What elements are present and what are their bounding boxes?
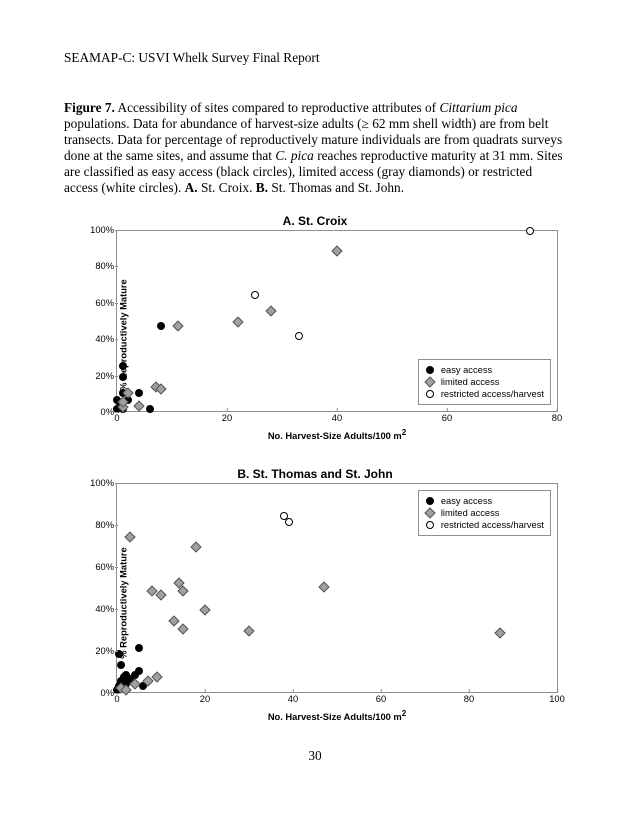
easy-marker — [135, 389, 143, 397]
legend-label: restricted access/harvest — [441, 389, 544, 399]
limited-marker — [318, 581, 329, 592]
legend-row-limited: limited access — [425, 507, 544, 519]
legend-row-easy: easy access — [425, 364, 544, 376]
legend-row-restricted: restricted access/harvest — [425, 519, 544, 531]
restricted-marker — [285, 518, 293, 526]
y-tick: 60% — [86, 298, 114, 308]
y-tick: 100% — [86, 225, 114, 235]
x-tick: 100 — [549, 694, 565, 704]
limited-marker — [243, 625, 254, 636]
limited-legend-icon — [425, 377, 435, 387]
legend-row-restricted: restricted access/harvest — [425, 388, 544, 400]
legend-label: easy access — [441, 496, 492, 506]
legend-label: limited access — [441, 508, 500, 518]
y-tick: 100% — [86, 478, 114, 488]
easy-marker — [157, 322, 165, 330]
limited-marker — [331, 245, 342, 256]
easy-legend-icon — [425, 496, 435, 506]
restricted-marker — [295, 332, 303, 340]
limited-marker — [177, 623, 188, 634]
easy-legend-icon — [425, 365, 435, 375]
y-tick: 0% — [86, 688, 114, 698]
limited-marker — [125, 531, 136, 542]
limited-marker — [133, 400, 144, 411]
chart-b: B. St. Thomas and St. John 0 20 40 60 80 100 ea… — [64, 467, 566, 722]
restricted-marker — [251, 291, 259, 299]
limited-marker — [199, 604, 210, 615]
x-tick: 0 — [114, 694, 119, 704]
y-tick: 80% — [86, 520, 114, 530]
restricted-legend-icon — [425, 520, 435, 530]
limited-marker — [232, 316, 243, 327]
x-tick: 0 — [114, 413, 119, 423]
x-tick: 80 — [464, 694, 474, 704]
limited-marker — [265, 305, 276, 316]
figure-caption: Figure 7. Accessibility of sites compare… — [64, 100, 566, 196]
caption-panel-b: B. — [256, 180, 268, 195]
restricted-marker — [526, 227, 534, 235]
easy-marker — [135, 667, 143, 675]
limited-marker — [191, 541, 202, 552]
y-tick: 80% — [86, 261, 114, 271]
y-axis-label: % Reproductively Mature — [119, 547, 129, 658]
easy-marker — [135, 644, 143, 652]
caption-panel-a: A. — [185, 180, 198, 195]
caption-species-1: Cittarium pica — [439, 100, 517, 115]
caption-text: St. Thomas and St. John. — [271, 180, 404, 195]
y-tick: 20% — [86, 646, 114, 656]
plot-area: 020406080100easy accesslimited accessres… — [116, 483, 558, 693]
easy-marker — [117, 661, 125, 669]
y-tick: 20% — [86, 371, 114, 381]
caption-text: Accessibility of sites compared to repro… — [117, 100, 439, 115]
chart-title: B. St. Thomas and St. John — [64, 467, 566, 481]
y-tick: 40% — [86, 604, 114, 614]
y-tick: 0% — [86, 407, 114, 417]
limited-legend-icon — [425, 508, 435, 518]
limited-marker — [172, 320, 183, 331]
legend-row-limited: limited access — [425, 376, 544, 388]
page-header: SEAMAP-C: USVI Whelk Survey Final Report — [64, 50, 566, 66]
x-axis-label: No. Harvest-Size Adults/100 m2 — [116, 428, 558, 441]
chart-title: A. St. Croix — [64, 214, 566, 228]
legend-row-easy: easy access — [425, 495, 544, 507]
plot-area: 020406080easy accesslimited accessrestri… — [116, 230, 558, 412]
legend-label: limited access — [441, 377, 500, 387]
x-tick: 40 — [332, 413, 342, 423]
chart-a: A. St. Croix 0 20 40 60 80 easy access limited … — [64, 214, 566, 441]
legend: easy access limited access restricted acce… — [418, 359, 551, 405]
caption-text: St. Croix. — [201, 180, 256, 195]
caption-figure-label: Figure 7. — [64, 100, 115, 115]
legend-label: easy access — [441, 365, 492, 375]
limited-marker — [155, 590, 166, 601]
limited-marker — [169, 615, 180, 626]
x-tick: 80 — [552, 413, 562, 423]
y-axis-label: % Reproductively Mature — [119, 280, 129, 391]
x-tick: 20 — [200, 694, 210, 704]
x-tick: 60 — [376, 694, 386, 704]
x-tick: 60 — [442, 413, 452, 423]
y-tick: 40% — [86, 334, 114, 344]
caption-species-2: C. pica — [275, 148, 314, 163]
easy-marker — [146, 405, 154, 413]
x-axis-label: No. Harvest-Size Adults/100 m2 — [116, 709, 558, 722]
legend-label: restricted access/harvest — [441, 520, 544, 530]
y-tick: 60% — [86, 562, 114, 572]
restricted-legend-icon — [425, 389, 435, 399]
x-tick: 20 — [222, 413, 232, 423]
page-number: 30 — [64, 748, 566, 764]
legend: easy access limited access restricted acce… — [418, 490, 551, 536]
x-tick: 40 — [288, 694, 298, 704]
limited-marker — [494, 627, 505, 638]
